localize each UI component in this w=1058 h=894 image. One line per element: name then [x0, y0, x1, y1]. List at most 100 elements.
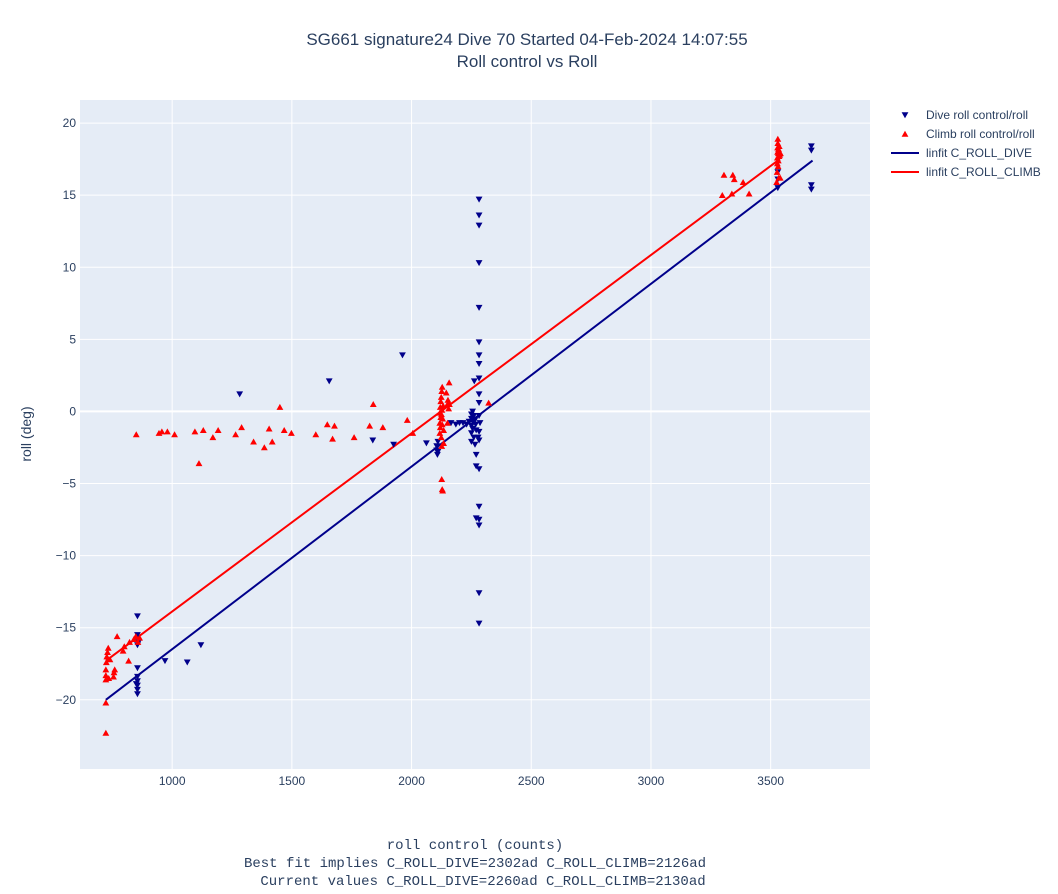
climb-point [773, 178, 781, 185]
dive-point [475, 339, 483, 346]
x-tick-label: 2500 [518, 774, 545, 788]
dive-point [475, 428, 483, 435]
legend-label-climb-fit: linfit C_ROLL_CLIMB [926, 165, 1041, 179]
climb-point [104, 644, 112, 651]
dive-point [807, 186, 815, 193]
dive-point [452, 421, 460, 428]
dive-point [475, 590, 483, 597]
climb-point [191, 428, 199, 435]
climb-point [774, 157, 782, 164]
dive-point [399, 352, 406, 359]
climb-point [379, 424, 387, 431]
climb-point [444, 419, 451, 426]
climb-point [331, 422, 338, 429]
climb-point [366, 422, 374, 429]
legend-item-dive-points[interactable]: Dive roll control/roll [901, 108, 1028, 122]
x-tick-label: 3500 [757, 774, 784, 788]
climb-point [158, 428, 166, 435]
dive-point [470, 434, 478, 441]
legend-label-climb-points: Climb roll control/roll [926, 127, 1035, 141]
y-tick-label: 15 [63, 188, 77, 202]
dive-point [134, 673, 141, 680]
climb-point [102, 659, 110, 666]
climb-point [445, 401, 453, 408]
climb-point [260, 444, 268, 451]
climb-point [369, 401, 377, 408]
climb-point [102, 729, 110, 736]
climb-point [119, 647, 127, 654]
climb-point [136, 634, 144, 641]
dive-point [475, 196, 483, 203]
dive-point [475, 391, 483, 398]
dive-point [134, 665, 141, 672]
dive-point [475, 361, 483, 368]
triangle-up-marker-icon [901, 130, 909, 137]
climb-point [720, 171, 728, 178]
fit-line [105, 159, 814, 701]
climb-point [312, 431, 320, 438]
dive-point [471, 441, 479, 448]
y-tick-label: −10 [56, 549, 77, 563]
climb-point [238, 424, 245, 431]
climb-point [438, 388, 446, 395]
dive-point [183, 659, 191, 666]
dive-point [423, 440, 430, 447]
dive-point [475, 304, 483, 311]
climb-point [132, 431, 140, 438]
climb-point [102, 666, 110, 673]
y-tick-label: 0 [69, 404, 76, 418]
climb-point [445, 379, 453, 386]
climb-point [102, 672, 110, 679]
climb-point [265, 425, 273, 432]
y-axis-title: roll (deg) [18, 406, 34, 461]
dive-point [197, 642, 205, 649]
legend-item-climb-points[interactable]: Climb roll control/roll [901, 127, 1035, 141]
dive-point [807, 143, 815, 150]
current-values-note: Current values C_ROLL_DIVE=2260ad C_ROLL… [260, 874, 705, 890]
y-axis-ticks: 20 15 10 5 0 −5 −10 −15 −20 [56, 116, 77, 707]
x-tick-label: 1500 [279, 774, 306, 788]
x-axis-title: roll control (counts) [387, 838, 563, 854]
legend: Dive roll control/roll Climb roll contro… [891, 108, 1041, 179]
y-tick-label: −5 [62, 477, 76, 491]
dive-point [236, 391, 244, 398]
climb-point [106, 656, 114, 663]
dive-point [475, 222, 483, 229]
best-fit-note: Best fit implies C_ROLL_DIVE=2302ad C_RO… [244, 856, 706, 872]
dive-point [475, 399, 483, 406]
climb-point [777, 150, 784, 157]
climb-point [268, 438, 276, 445]
legend-item-climb-fit[interactable]: linfit C_ROLL_CLIMB [891, 165, 1041, 179]
climb-point [445, 405, 453, 412]
climb-point [111, 666, 119, 673]
climb-point [444, 396, 452, 403]
dive-point [468, 438, 475, 445]
dive-point [134, 686, 141, 693]
climb-point [776, 174, 784, 181]
climb-point [403, 416, 411, 423]
climb-point [437, 398, 445, 405]
dive-point [161, 658, 169, 665]
dive-point [475, 212, 483, 219]
dive-point [470, 412, 478, 419]
legend-item-dive-fit[interactable]: linfit C_ROLL_DIVE [891, 146, 1032, 160]
climb-point [438, 383, 446, 390]
climb-point [774, 163, 782, 170]
climb-point [437, 393, 445, 400]
climb-point [134, 638, 142, 645]
dive-point [369, 437, 377, 444]
climb-point [436, 429, 444, 436]
x-axis-ticks: 1000 1500 2000 2500 3000 3500 [159, 774, 785, 788]
x-tick-label: 2000 [398, 774, 425, 788]
climb-point [774, 135, 782, 142]
climb-point [775, 142, 783, 149]
climb-point [110, 673, 117, 680]
climb-point [104, 649, 111, 656]
dive-point [807, 182, 815, 189]
climb-point [323, 421, 331, 428]
dive-point [471, 417, 479, 424]
climb-point [276, 403, 284, 410]
dive-point [132, 681, 140, 688]
climb-point [132, 633, 140, 640]
y-tick-label: −15 [56, 621, 77, 635]
